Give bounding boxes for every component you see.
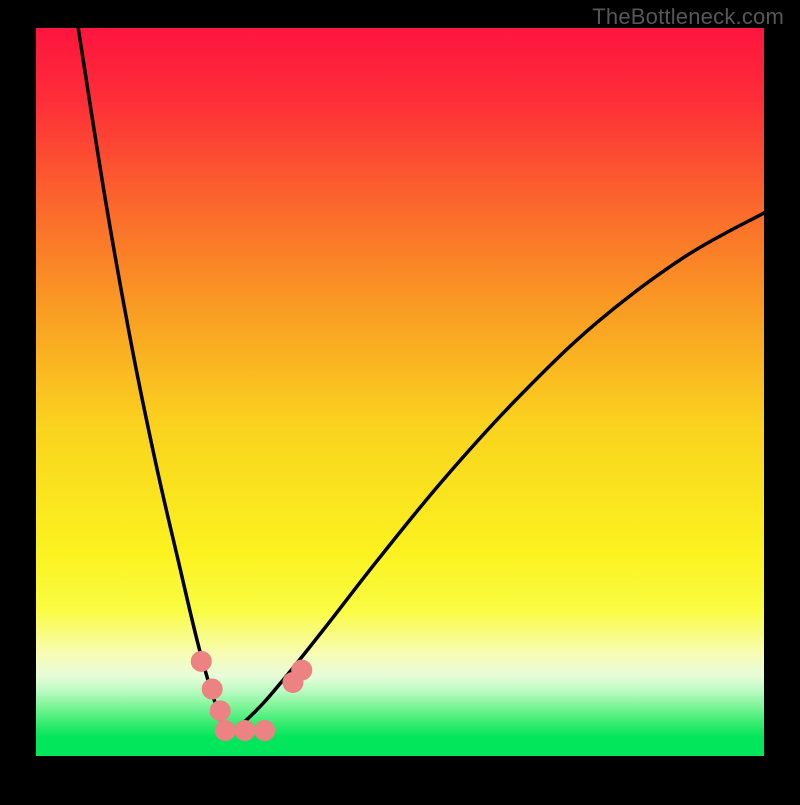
marker-point xyxy=(210,701,230,721)
marker-point xyxy=(202,679,222,699)
marker-point xyxy=(235,721,255,741)
gradient-background xyxy=(36,28,764,756)
watermark-text: TheBottleneck.com xyxy=(592,4,784,30)
chart-container xyxy=(0,0,800,800)
marker-point xyxy=(255,721,275,741)
marker-point xyxy=(191,651,211,671)
chart-svg xyxy=(0,0,800,800)
marker-point xyxy=(292,660,312,680)
marker-point xyxy=(215,721,235,741)
